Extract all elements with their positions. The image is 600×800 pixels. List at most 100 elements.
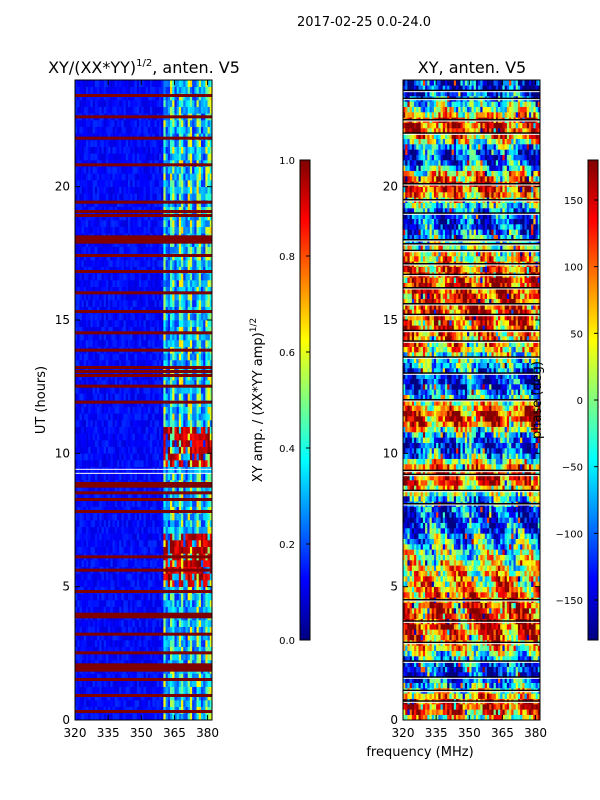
amplitude-cell xyxy=(128,640,131,647)
amplitude-cell xyxy=(158,286,162,294)
amplitude-cell xyxy=(81,293,85,301)
amplitude-cell xyxy=(150,546,153,554)
amplitude-cell xyxy=(86,446,89,454)
amplitude-cell xyxy=(77,220,80,227)
amplitude-cell xyxy=(132,246,135,254)
amplitude-cell xyxy=(99,486,102,494)
amplitude-cell xyxy=(86,466,89,474)
amplitude-cell xyxy=(83,333,87,341)
amplitude-cell xyxy=(178,320,182,327)
amplitude-cell xyxy=(94,273,98,281)
amplitude-cell xyxy=(158,186,162,194)
amplitude-cell xyxy=(200,646,204,654)
amplitude-cell xyxy=(203,606,206,614)
amplitude-cell xyxy=(123,513,127,521)
amplitude-cell xyxy=(83,433,87,441)
amplitude-cell xyxy=(143,606,147,614)
amplitude-cell xyxy=(125,193,129,201)
amplitude-cell xyxy=(121,486,124,494)
amplitude-cell xyxy=(114,600,118,607)
amplitude-cell xyxy=(196,360,200,367)
amplitude-cell xyxy=(172,300,175,307)
amplitude-cell xyxy=(183,406,186,414)
amplitude-cell xyxy=(119,540,122,547)
amplitude-cell xyxy=(125,320,129,327)
amplitude-cell xyxy=(194,273,197,281)
amplitude-cell xyxy=(105,420,109,427)
amplitude-cell xyxy=(83,326,87,334)
amplitude-cell xyxy=(121,193,124,201)
amplitude-cell xyxy=(114,640,118,647)
amplitude-cell xyxy=(83,220,87,227)
amplitude-cell xyxy=(205,620,208,627)
amplitude-cell xyxy=(134,460,138,467)
amplitude-cell xyxy=(121,560,124,567)
amplitude-cell xyxy=(81,260,85,267)
amplitude-cell xyxy=(207,420,211,427)
amplitude-cell xyxy=(110,580,113,587)
amplitude-cell xyxy=(165,646,169,654)
amplitude-cell xyxy=(88,513,91,521)
amplitude-cell xyxy=(75,653,78,661)
amplitude-cell xyxy=(101,453,105,461)
amplitude-cell xyxy=(183,486,186,494)
amplitude-cell xyxy=(110,186,113,194)
amplitude-cell xyxy=(158,700,162,707)
amplitude-cell xyxy=(75,426,78,434)
amplitude-cell xyxy=(121,606,124,614)
amplitude-cell xyxy=(145,446,149,454)
amplitude-cell xyxy=(172,466,175,474)
amplitude-cell xyxy=(174,273,177,281)
amplitude-cell xyxy=(203,300,206,307)
amplitude-cell xyxy=(194,686,197,694)
amplitude-cell xyxy=(83,420,87,427)
amplitude-cell xyxy=(86,220,89,227)
amplitude-cell xyxy=(110,180,113,187)
amplitude-cell xyxy=(183,466,186,474)
amplitude-cell xyxy=(207,453,211,461)
amplitude-cell xyxy=(147,340,151,347)
amplitude-cell xyxy=(128,286,131,294)
amplitude-cell xyxy=(128,413,131,421)
amplitude-cell xyxy=(79,606,82,614)
amplitude-cell xyxy=(136,573,140,581)
amplitude-cell xyxy=(147,193,151,201)
amplitude-cell xyxy=(123,300,127,307)
amplitude-cell xyxy=(170,286,173,294)
amplitude-cell xyxy=(207,546,211,554)
amplitude-cell xyxy=(141,326,144,334)
amplitude-cell xyxy=(178,526,182,534)
amplitude-cell xyxy=(189,546,193,554)
amplitude-cell xyxy=(158,653,162,661)
amplitude-cell xyxy=(158,560,162,567)
amplitude-cell xyxy=(158,513,162,521)
amplitude-cell xyxy=(75,466,78,474)
amplitude-cell xyxy=(172,533,175,541)
amplitude-cell xyxy=(79,420,82,427)
amplitude-cell xyxy=(97,673,100,681)
amplitude-cell xyxy=(161,360,164,367)
amplitude-cell xyxy=(152,413,155,421)
amplitude-cell xyxy=(136,453,140,461)
amplitude-cell xyxy=(150,680,153,687)
amplitude-cell xyxy=(105,300,109,307)
amplitude-cell xyxy=(194,186,197,194)
amplitude-cell xyxy=(110,353,113,361)
amplitude-cell xyxy=(81,360,85,367)
amplitude-cell xyxy=(130,546,133,554)
amplitude-cell xyxy=(187,226,191,234)
amplitude-cell xyxy=(77,313,80,321)
amplitude-cell xyxy=(92,320,96,327)
amplitude-cell xyxy=(196,646,200,654)
amplitude-cell xyxy=(170,460,173,467)
amplitude-cell xyxy=(90,446,93,454)
amplitude-cell xyxy=(154,260,158,267)
amplitude-cell xyxy=(119,713,122,720)
amplitude-cell xyxy=(130,713,133,720)
amplitude-cell xyxy=(79,353,82,361)
amplitude-cell xyxy=(203,293,206,301)
amplitude-cell xyxy=(119,433,122,441)
amplitude-cell xyxy=(130,626,133,634)
amplitude-cell xyxy=(134,406,138,414)
amplitude-cell xyxy=(141,293,144,301)
